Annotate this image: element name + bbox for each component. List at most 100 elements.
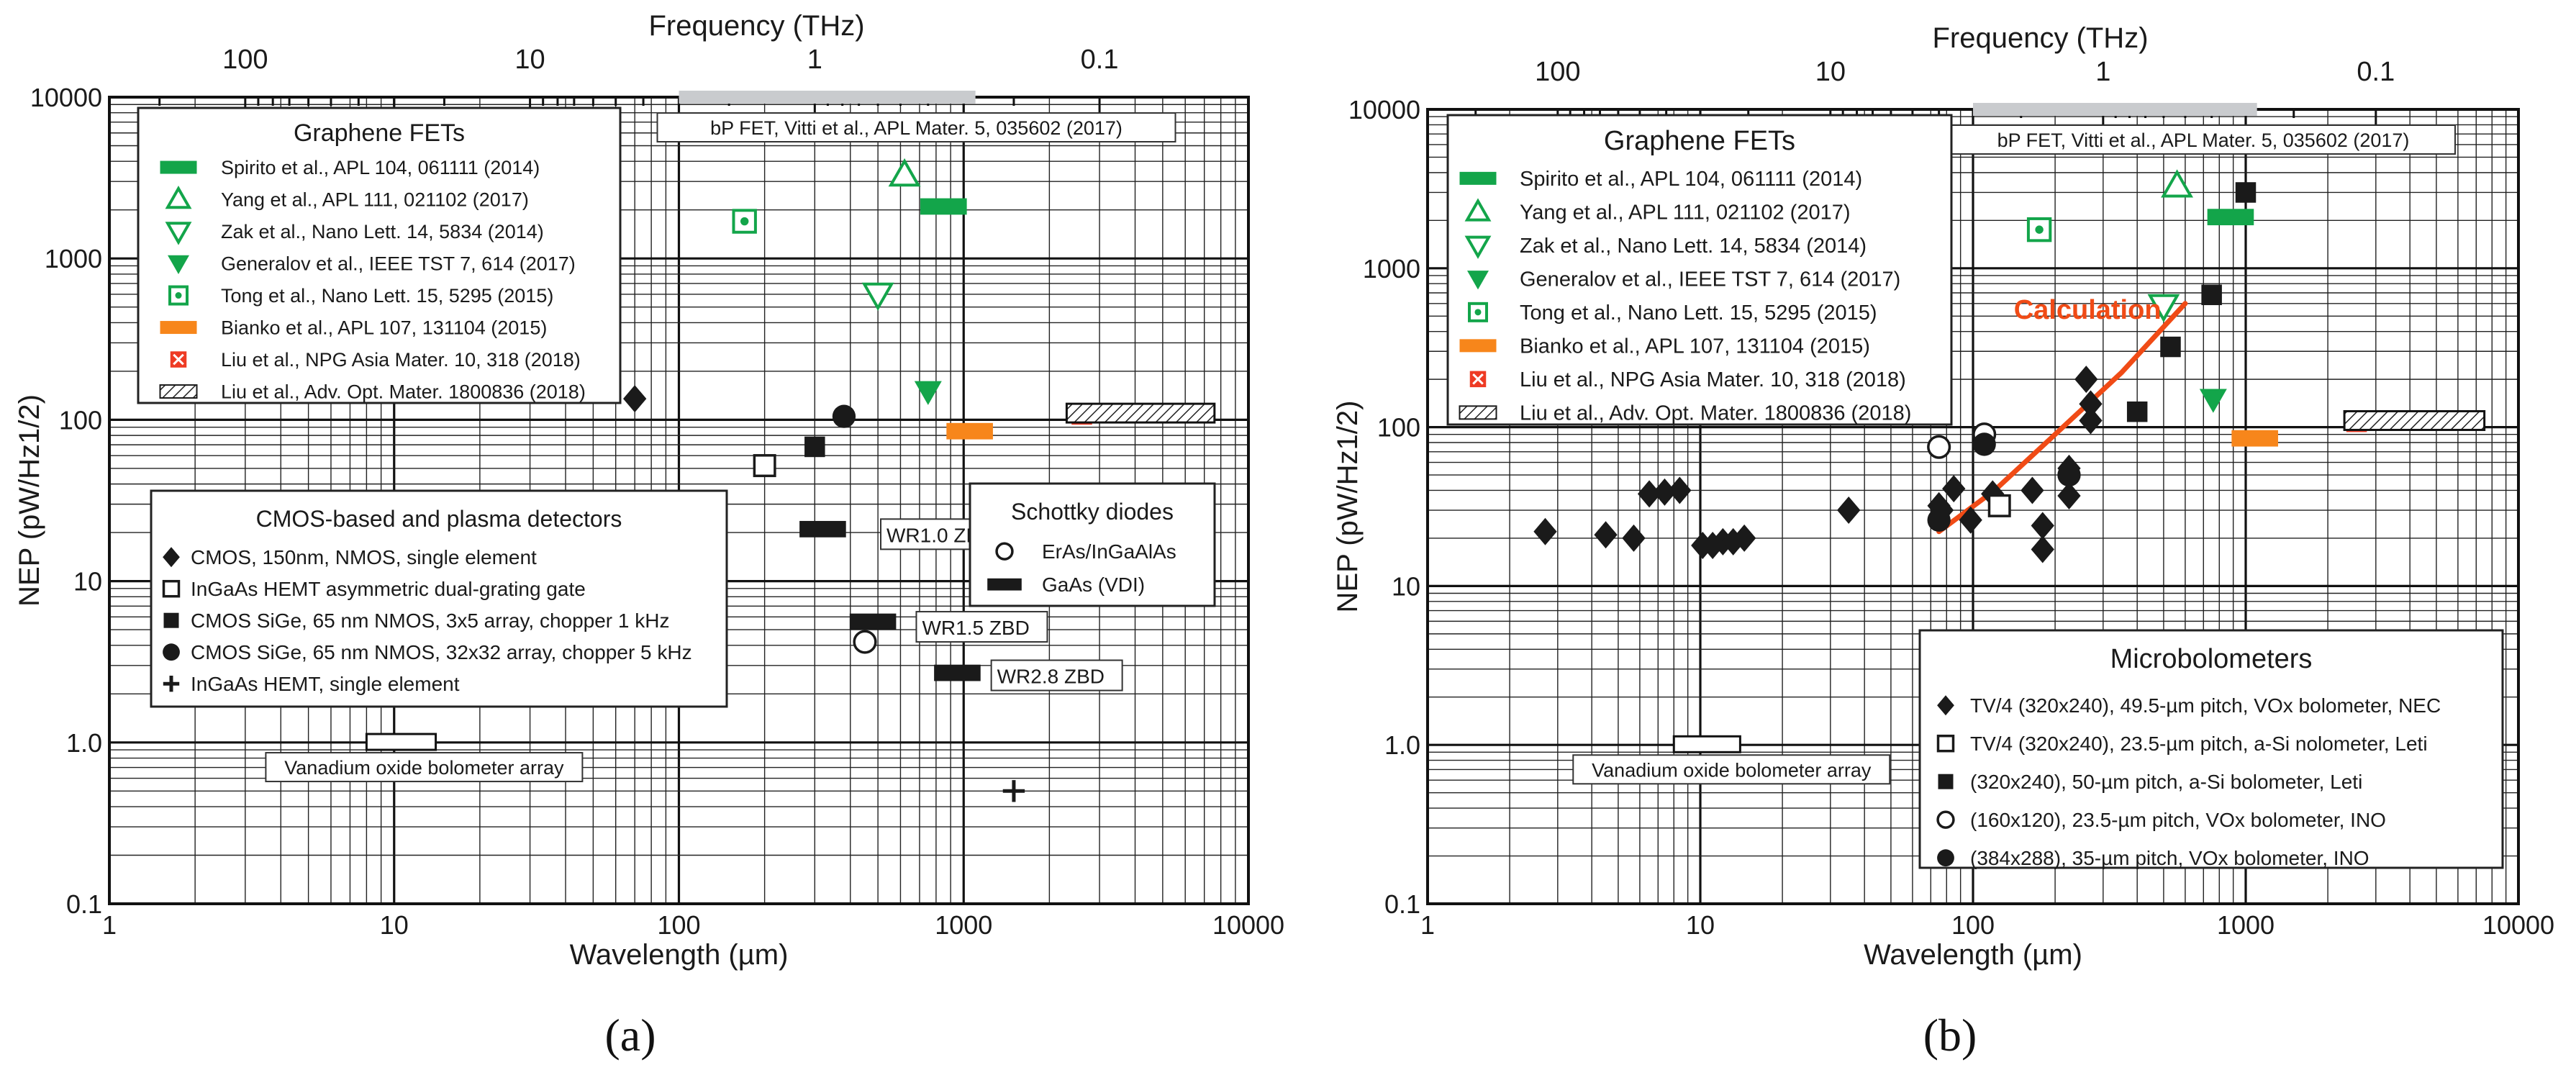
data-point — [1653, 478, 1677, 506]
top-tick-label: 10 — [1815, 57, 1846, 87]
legend-entry: Tong et al., Nano Lett. 15, 5295 (2015) — [1520, 301, 1877, 325]
series-4 — [2026, 217, 2052, 242]
data-point — [1981, 480, 2005, 508]
legend-marker — [165, 186, 192, 209]
legend-2: Schottky diodes ErAs/InGaAlAs GaAs (VDI) — [969, 482, 1216, 607]
data-point — [1622, 524, 1646, 552]
legend-marker — [1469, 371, 1487, 388]
legend-entry: Generalov et al., IEEE TST 7, 614 (2017) — [221, 253, 576, 275]
legend-marker — [1467, 271, 1489, 290]
legend-entry: CMOS, 150nm, NMOS, single element — [191, 546, 537, 568]
legend-marker — [168, 285, 189, 306]
y-tick-label: 100 — [59, 405, 102, 435]
legend-marker — [163, 676, 180, 692]
data-point-dot — [740, 217, 749, 226]
legend-marker-cross — [1472, 373, 1484, 385]
series-11 — [832, 404, 856, 428]
series-2 — [2147, 294, 2180, 323]
data-point — [2343, 409, 2486, 431]
legend-marker — [1468, 301, 1488, 322]
legend-title: CMOS-based and plasma detectors — [256, 506, 622, 532]
legend-title: Graphene FETs — [1604, 126, 1795, 156]
x-tick-label: 1 — [102, 910, 117, 940]
data-point — [914, 381, 942, 405]
data-point — [804, 436, 825, 458]
data-point — [2079, 407, 2103, 435]
legend-1: CMOS-based and plasma detectors CMOS, 150… — [150, 489, 728, 708]
bp-fet-band — [1973, 103, 2257, 116]
x-tick-label: 1 — [1420, 910, 1435, 940]
series-13 — [853, 630, 877, 654]
vox-bolometer-label: Vanadium oxide bolometer array — [1592, 759, 1872, 781]
legend-entry: Liu et al., Adv. Opt. Mater. 1800836 (20… — [221, 381, 586, 403]
data-point — [1959, 506, 1982, 534]
top-axis-label: Frequency (THz) — [1932, 22, 2148, 54]
x-tick-label: 10 — [380, 910, 409, 940]
legend-marker — [1464, 235, 1492, 259]
bp-fet-label-box — [656, 112, 1176, 142]
legend-marker — [1459, 405, 1497, 420]
legend-1: Microbolometers TV/4 (320x240), 49.5-µm p… — [1918, 629, 2504, 869]
data-point — [888, 158, 921, 187]
bp-fet-band — [679, 91, 976, 104]
legend-marker-dot — [175, 292, 182, 299]
y-axis-label: NEP (pW/Hz1/2) — [1332, 401, 1364, 613]
vox-bolometer-label-box — [1572, 754, 1891, 785]
vox-bolometer-bar — [365, 733, 437, 751]
data-point — [753, 454, 776, 478]
top-tick-label: 10 — [514, 45, 545, 75]
y-tick-label: 100 — [1377, 413, 1420, 443]
data-point — [920, 198, 967, 215]
legend-entry: CMOS SiGe, 65 nm NMOS, 32x32 array, chop… — [191, 641, 692, 663]
legend-entry: Zak et al., Nano Lett. 14, 5834 (2014) — [1520, 235, 1867, 258]
legend-marker — [160, 321, 197, 335]
x-tick-label: 10 — [1686, 910, 1715, 940]
data-point — [2147, 294, 2180, 323]
legend-frame — [1918, 629, 2504, 869]
legend-title: Graphene FETs — [294, 119, 465, 147]
legend-marker — [1936, 810, 1955, 829]
top-axis-label: Frequency (THz) — [649, 10, 865, 42]
legend-entry: InGaAs HEMT, single element — [191, 673, 460, 695]
y-tick-label: 0.1 — [1384, 889, 1420, 919]
calculation-label: Calculation — [2014, 295, 2162, 325]
data-point — [2074, 366, 2098, 394]
series-14 — [799, 520, 981, 681]
data-point — [799, 520, 846, 538]
series-8 — [1533, 366, 2103, 563]
data-point — [861, 282, 894, 311]
legend-entry: (320x240), 50-µm pitch, a-Si bolometer, … — [1970, 771, 2362, 793]
legend-entry: Spirito et al., APL 104, 061111 (2014) — [221, 157, 540, 178]
data-point — [2057, 463, 2081, 487]
legend-marker — [1464, 198, 1492, 222]
legend-0: Graphene FETs Spirito et al., APL 104, 06… — [1446, 114, 1953, 426]
series-1 — [2161, 169, 2194, 198]
vox-bolometer-bar — [1672, 735, 1741, 753]
x-axis-label: Wavelength (µm) — [1864, 939, 2082, 971]
data-point — [2031, 535, 2054, 563]
data-point-dot — [2035, 225, 2044, 234]
legend-entry: Liu et al., NPG Asia Mater. 10, 318 (201… — [1520, 368, 1906, 391]
x-tick-label: 100 — [657, 910, 700, 940]
series-8 — [623, 385, 647, 413]
legend-marker — [1937, 695, 1954, 716]
data-point — [946, 422, 993, 440]
vox-bolometer-label: Vanadium oxide bolometer array — [284, 757, 564, 779]
legend-marker — [165, 222, 192, 245]
legend-marker — [162, 579, 181, 598]
series-5 — [946, 422, 993, 440]
legend-entry: Generalov et al., IEEE TST 7, 614 (2017) — [1520, 268, 1900, 291]
y-tick-label: 10 — [1392, 571, 1420, 601]
legend-marker — [159, 384, 198, 399]
y-tick-label: 10 — [73, 567, 102, 597]
y-tick-label: 1000 — [1363, 254, 1420, 284]
legend-marker — [1937, 849, 1954, 867]
top-tick-label: 1 — [807, 45, 822, 75]
legend-entry: Bianko et al., APL 107, 131104 (2015) — [1520, 335, 1870, 358]
data-point — [732, 209, 757, 234]
data-point — [2126, 401, 2148, 422]
series-12 — [1927, 432, 2081, 532]
series-3 — [914, 381, 942, 405]
x-tick-label: 10000 — [1212, 910, 1284, 940]
